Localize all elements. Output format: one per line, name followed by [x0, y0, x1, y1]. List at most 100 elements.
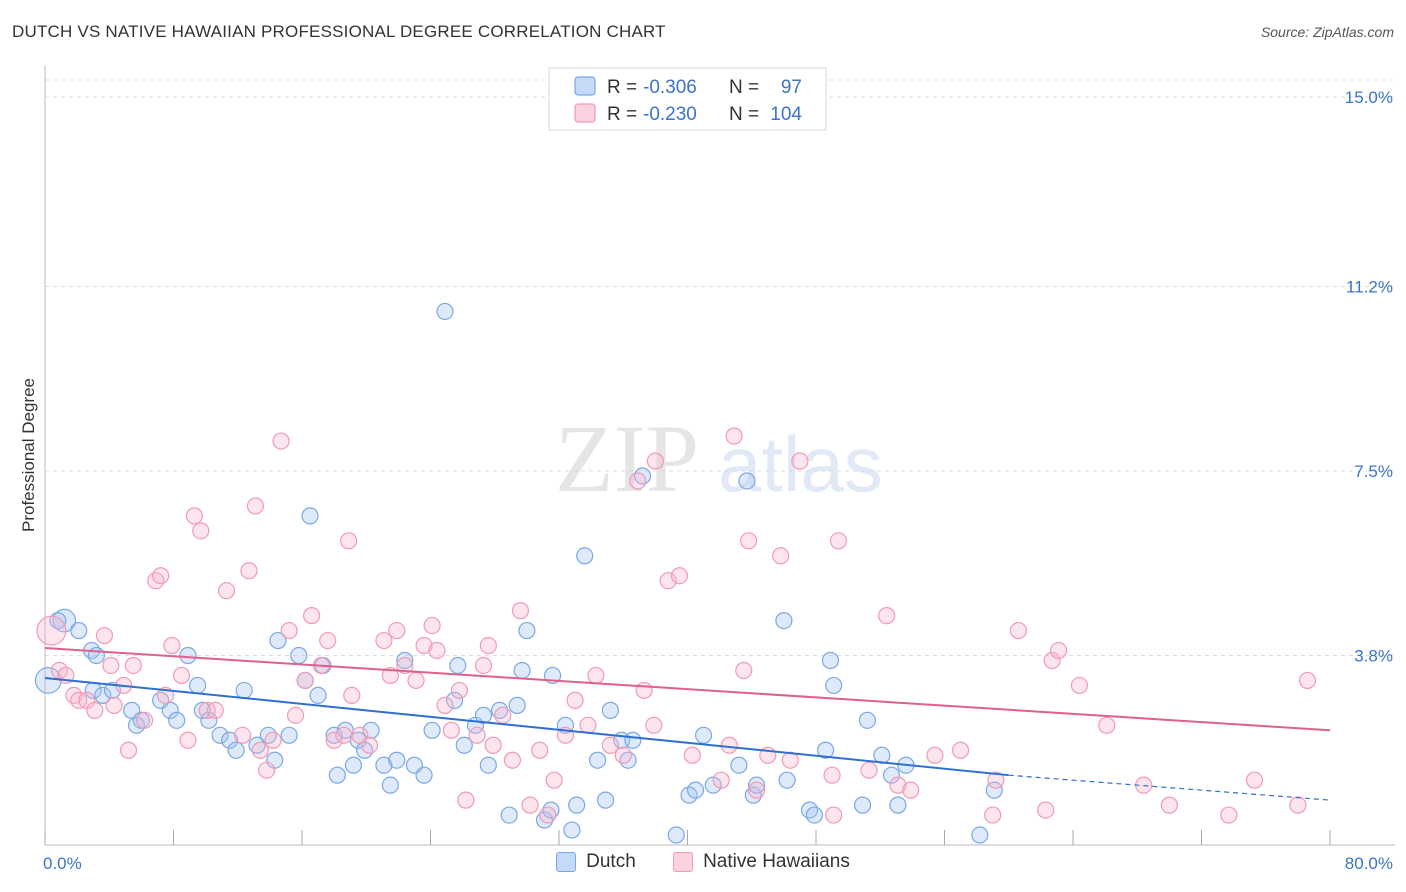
watermark: ZIP atlas — [555, 405, 883, 512]
dutch-trend-line-extension — [1008, 774, 1331, 801]
native-hawaiian-point — [1037, 801, 1055, 819]
dutch-point — [52, 608, 77, 633]
native-hawaiian-point — [629, 472, 647, 490]
native-hawaiian-point — [258, 761, 276, 779]
native-hawaiian-point — [902, 781, 920, 799]
native-hawaiian-point — [645, 716, 663, 734]
dutch-point — [474, 706, 493, 724]
native-hawaiian-point — [179, 731, 197, 749]
native-hawaiian-point — [521, 796, 539, 814]
native-hawaiian-point — [360, 736, 379, 754]
native-hawaiian-point — [579, 716, 597, 734]
native-hawaiian-point — [86, 701, 104, 719]
native-hawaiian-point — [725, 427, 743, 445]
native-hawaiian-point — [791, 452, 809, 470]
native-hawaiian-point — [296, 671, 314, 690]
dutch-point — [179, 646, 197, 665]
axes — [44, 65, 1395, 846]
dutch-point — [800, 801, 819, 819]
dutch-point — [94, 686, 112, 705]
native-hawaiian-point — [531, 741, 549, 759]
native-hawaiian-point — [375, 631, 393, 650]
trend-lines — [44, 647, 1331, 801]
native-hawaiian-point — [325, 731, 343, 749]
dutch-point — [619, 751, 637, 769]
dutch-point — [259, 726, 277, 744]
legend-swatch-dutch — [556, 852, 577, 872]
dutch-point — [518, 621, 536, 640]
dutch-point — [853, 796, 872, 814]
dutch-point — [188, 676, 207, 695]
legend-item-native-hawaiians[interactable]: Native Hawaiians — [673, 851, 850, 873]
legend-label-dutch: Dutch — [586, 851, 636, 872]
native-hawaiian-point — [206, 701, 224, 719]
dutch-point — [70, 621, 88, 640]
native-hawaiian-point — [185, 507, 203, 525]
native-hawaiian-point — [601, 736, 620, 754]
native-hawaiian-point — [381, 666, 399, 685]
native-hawaiian-point — [217, 582, 236, 600]
dutch-point — [211, 726, 229, 744]
native-hawaiian-point — [172, 666, 191, 685]
native-hawaiian-point — [442, 721, 460, 739]
native-hawaiian-point — [396, 656, 414, 675]
native-hawaiian-point — [192, 522, 210, 540]
dutch-point — [747, 776, 766, 794]
watermark-atlas: atlas — [718, 420, 883, 508]
native-hawaiian-point — [335, 726, 353, 744]
dutch-point — [325, 726, 343, 744]
native-hawaiian-point — [264, 731, 282, 749]
legend-swatch-native-hawaiians — [574, 103, 596, 123]
dutch-point — [248, 736, 266, 754]
native-hawaiian-point — [739, 532, 758, 550]
dutch-point — [730, 756, 748, 774]
native-hawaiian-point — [889, 776, 907, 794]
native-hawaiian-point — [436, 696, 454, 714]
dutch-point — [624, 731, 642, 749]
dutch-point — [455, 736, 473, 754]
y-tick-label: 3.8% — [1354, 647, 1393, 666]
legend-n-label: N = — [729, 104, 759, 125]
dutch-point — [500, 806, 518, 824]
source-credit: Source: ZipAtlas.com — [1260, 24, 1394, 40]
native-hawaiian-point — [65, 686, 83, 705]
dutch-trend-line — [44, 676, 1009, 777]
dutch-point — [508, 696, 526, 714]
y-tick-label: 15.0% — [1345, 88, 1393, 107]
dutch-point — [449, 656, 467, 675]
native-hawaiian-point — [635, 681, 653, 700]
native-hawaiian-point — [587, 666, 605, 685]
native-hawaiian-point — [926, 746, 944, 764]
native-hawaiian-point — [457, 791, 475, 809]
native-hawaiian-point — [825, 806, 843, 824]
legend-label-native-hawaiians: Native Hawaiians — [703, 851, 850, 872]
legend-item-dutch[interactable]: Dutch — [556, 851, 636, 873]
native-hawaiian-point — [1245, 771, 1264, 789]
dutch-point — [269, 631, 287, 650]
data-points — [34, 302, 1317, 844]
native-hawaiian-point — [407, 671, 425, 690]
dutch-point — [290, 646, 308, 665]
native-hawaiian-point — [951, 741, 970, 759]
native-hawaiian-point — [450, 681, 469, 700]
legend-swatch-dutch — [574, 76, 596, 96]
native-hawaiian-point — [280, 621, 298, 640]
native-hawaiian-point — [984, 806, 1002, 824]
dutch-point — [193, 701, 212, 719]
dutch-point — [309, 686, 327, 705]
dutch-point — [738, 472, 756, 490]
dutch-point — [103, 681, 122, 700]
native-hawaiian-point — [987, 771, 1005, 789]
dutch-point — [221, 731, 239, 749]
dutch-point — [87, 646, 106, 665]
native-hawaiian-point — [860, 761, 878, 779]
native-hawaiian-point — [484, 736, 502, 754]
dutch-point — [821, 651, 840, 670]
x-tick-labels: 0.0% 80.0% — [43, 854, 1393, 873]
dutch-point — [396, 651, 414, 670]
native-hawaiian-point — [479, 636, 497, 655]
legend-swatch-native-hawaiians — [673, 852, 694, 872]
native-hawaiian-point — [511, 602, 530, 620]
legend-n-label: N = — [729, 77, 759, 98]
legend-bottom: Dutch Native Hawaiians — [0, 851, 1406, 878]
